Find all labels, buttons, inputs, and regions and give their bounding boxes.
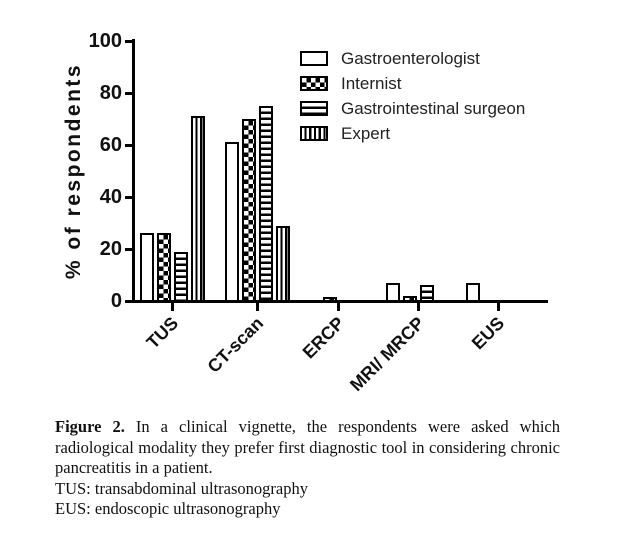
y-tick	[125, 247, 132, 251]
x-axis-line	[132, 300, 548, 303]
footnote-tus: TUS: transabdominal ultrasonography	[55, 478, 308, 498]
legend-label: Gastroenterologist	[341, 48, 480, 68]
x-axis-label-ercp: ERCP	[298, 313, 349, 363]
legend-item-internist: Internist	[300, 71, 525, 96]
x-axis-label-ct-scan: CT-scan	[203, 313, 268, 377]
x-axis-label-eus: EUS	[467, 313, 509, 354]
footnote-eus: EUS: endoscopic ultrasonography	[55, 499, 281, 518]
legend-swatch-hlines-icon	[300, 101, 328, 116]
bar-internist-ct-scan	[242, 119, 256, 302]
caption-text: In a clinical vignette, the respondents …	[55, 417, 560, 477]
y-tick-label: 40	[99, 186, 122, 208]
bar-gastrointestinal-surgeon-tus	[174, 252, 188, 302]
bar-gastroenterologist-eus	[466, 283, 480, 302]
bar-gastrointestinal-surgeon-ct-scan	[259, 106, 273, 302]
x-tick	[170, 303, 174, 311]
bar-internist-mri-mrcp	[403, 296, 417, 302]
bar-internist-ercp	[323, 297, 337, 302]
caption-paragraph: Figure 2. In a clinical vignette, the re…	[55, 417, 560, 479]
legend-label: Gastrointestinal surgeon	[341, 98, 526, 118]
figure-caption: Figure 2. In a clinical vignette, the re…	[55, 417, 560, 520]
bar-expert-ct-scan	[276, 226, 290, 302]
legend-item-gastroenterologist: Gastroenterologist	[300, 46, 525, 71]
bar-gastroenterologist-ct-scan	[225, 142, 239, 302]
bar-gastroenterologist-mri-mrcp	[386, 283, 400, 302]
y-tick	[125, 39, 132, 43]
bar-gastrointestinal-surgeon-mri-mrcp	[420, 285, 434, 302]
bar-gastroenterologist-tus	[140, 233, 154, 302]
legend: Gastroenterologist Internist Gastrointesti…	[300, 46, 525, 146]
legend-label: Expert	[341, 123, 391, 143]
y-tick-label: 80	[99, 82, 122, 104]
x-tick	[416, 303, 420, 311]
x-tick	[336, 303, 340, 311]
legend-swatch-plain-icon	[300, 51, 328, 66]
x-tick	[496, 303, 500, 311]
y-tick	[125, 91, 132, 95]
y-tick-label: 60	[99, 134, 122, 156]
legend-swatch-checker-icon	[300, 76, 328, 91]
x-axis-label-mri-mrcp: MRI/ MRCP	[346, 313, 429, 396]
y-tick	[125, 143, 132, 147]
legend-item-gastrointestinal-surgeon: Gastrointestinal surgeon	[300, 96, 525, 121]
y-tick	[125, 195, 132, 199]
y-tick-label: 20	[99, 238, 122, 260]
y-tick-label: 0	[110, 290, 122, 312]
bar-expert-tus	[191, 116, 205, 302]
y-tick-label: 100	[88, 30, 122, 52]
legend-label: Internist	[341, 73, 402, 93]
y-axis-line	[132, 39, 135, 303]
legend-swatch-vlines-icon	[300, 126, 328, 141]
legend-item-expert: Expert	[300, 121, 525, 146]
x-tick	[255, 303, 259, 311]
y-tick	[125, 299, 132, 303]
bar-internist-tus	[157, 233, 171, 302]
x-axis-label-tus: TUS	[142, 313, 183, 353]
caption-figure-label: Figure 2.	[55, 417, 125, 436]
